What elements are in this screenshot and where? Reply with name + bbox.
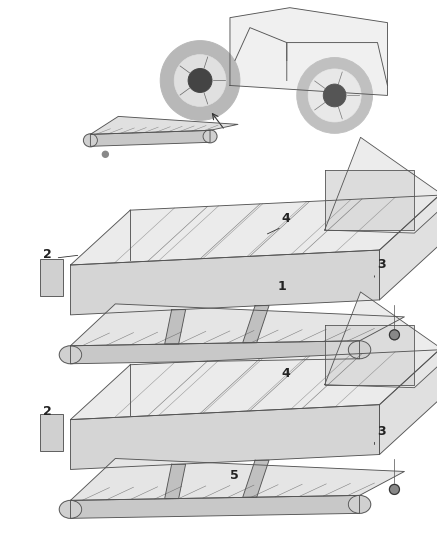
Polygon shape — [243, 460, 269, 497]
Polygon shape — [165, 464, 186, 499]
Polygon shape — [71, 405, 379, 470]
Ellipse shape — [348, 495, 371, 513]
Text: 4: 4 — [282, 212, 290, 225]
Ellipse shape — [348, 341, 371, 359]
Ellipse shape — [59, 346, 81, 364]
Polygon shape — [325, 325, 414, 385]
Text: 5: 5 — [230, 470, 239, 482]
Polygon shape — [71, 250, 379, 315]
Polygon shape — [165, 310, 186, 344]
Circle shape — [323, 84, 346, 107]
Circle shape — [308, 69, 361, 122]
FancyBboxPatch shape — [39, 414, 64, 450]
Polygon shape — [325, 138, 438, 233]
Polygon shape — [325, 170, 414, 230]
Ellipse shape — [59, 500, 81, 518]
Polygon shape — [90, 116, 238, 134]
Circle shape — [102, 151, 108, 157]
Polygon shape — [325, 292, 438, 387]
Polygon shape — [71, 341, 360, 364]
Text: 1: 1 — [278, 280, 286, 293]
Text: 2: 2 — [42, 248, 51, 261]
Circle shape — [160, 41, 240, 120]
Text: 3: 3 — [378, 425, 386, 438]
Ellipse shape — [83, 134, 97, 147]
Polygon shape — [71, 195, 438, 265]
Circle shape — [389, 330, 399, 340]
Text: 4: 4 — [282, 367, 290, 379]
Polygon shape — [71, 350, 438, 419]
Circle shape — [174, 54, 226, 107]
Polygon shape — [379, 195, 438, 300]
Circle shape — [188, 69, 212, 92]
Polygon shape — [379, 350, 438, 455]
Polygon shape — [230, 7, 388, 95]
Polygon shape — [71, 304, 404, 346]
Polygon shape — [71, 495, 360, 518]
Polygon shape — [90, 131, 210, 147]
Circle shape — [297, 58, 372, 133]
Text: 3: 3 — [378, 258, 386, 271]
Polygon shape — [243, 305, 269, 343]
Circle shape — [389, 484, 399, 495]
Ellipse shape — [203, 130, 217, 143]
Polygon shape — [71, 458, 404, 500]
Text: 2: 2 — [42, 405, 51, 418]
FancyBboxPatch shape — [39, 259, 64, 296]
